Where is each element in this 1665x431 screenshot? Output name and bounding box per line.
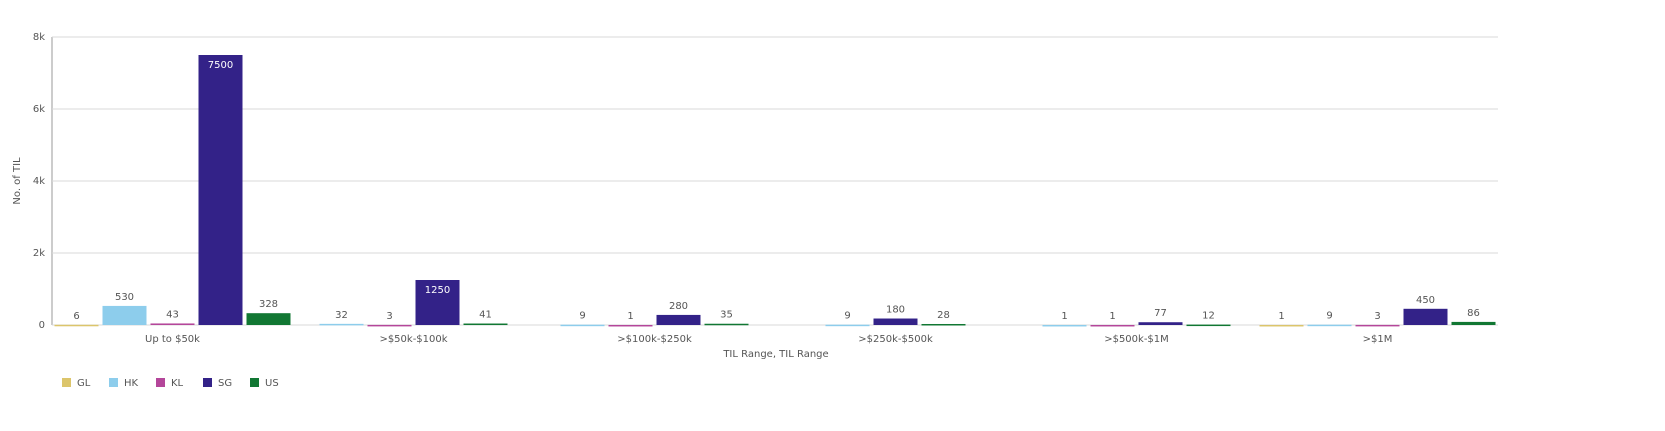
x-axis-label: TIL Range, TIL Range [722,349,828,360]
legend-swatch [203,378,212,387]
bar [1403,308,1448,325]
bar [560,324,605,327]
bar [102,305,147,325]
legend-label: US [265,378,279,389]
bar [415,280,460,325]
legend-label: KL [171,378,184,389]
bar [921,323,966,326]
legend-swatch [62,378,71,387]
bar [1186,324,1231,327]
bar [1042,324,1087,327]
data-label: 3 [386,311,392,322]
x-tick-label: >$100k-$250k [617,334,692,345]
legend-label: GL [77,378,91,389]
bar [246,313,291,325]
data-label: 1 [1061,311,1067,322]
data-label: 7500 [208,60,233,71]
legend-label: HK [124,378,139,389]
bar [463,323,508,326]
bar [704,323,749,326]
data-label: 77 [1154,308,1167,319]
legend-swatch [250,378,259,387]
bar [656,314,701,325]
x-tick-label: >$500k-$1M [1104,334,1169,345]
data-label: 12 [1202,311,1215,322]
data-label: 43 [166,309,179,320]
data-label: 450 [1416,295,1435,306]
data-label: 1 [1278,311,1284,322]
data-label: 1 [627,311,633,322]
bar [150,323,195,325]
bar [198,55,243,325]
bar [1090,324,1135,327]
data-label: 9 [1326,311,1332,322]
data-label: 28 [937,310,950,321]
data-label: 180 [886,305,905,316]
bar [54,324,99,327]
data-label: 32 [335,310,348,321]
data-label: 41 [479,310,492,321]
bar [873,318,918,325]
data-label: 35 [720,310,733,321]
y-tick-label: 4k [33,176,45,187]
bar [1451,321,1496,325]
x-tick-label: >$250k-$500k [858,334,933,345]
y-tick-label: 6k [33,104,45,115]
bar [825,324,870,327]
data-label: 6 [73,311,79,322]
x-tick-label: >$1M [1363,334,1393,345]
data-label: 280 [669,301,688,312]
x-tick-label: >$50k-$100k [379,334,447,345]
y-tick-label: 0 [39,320,45,331]
data-label: 328 [259,299,278,310]
bar [319,323,364,326]
data-label: 3 [1374,311,1380,322]
bar [608,324,653,327]
bar [1259,324,1304,327]
y-axis-label: No. of TIL [12,157,23,205]
bar [367,324,412,327]
legend-swatch [156,378,165,387]
data-label: 530 [115,292,134,303]
data-label: 9 [579,311,585,322]
x-tick-label: Up to $50k [145,334,200,345]
data-label: 86 [1467,308,1480,319]
bar [1307,324,1352,327]
data-label: 1250 [425,285,450,296]
legend-label: SG [218,378,232,389]
y-tick-label: 2k [33,248,45,259]
data-label: 9 [844,311,850,322]
bar [1355,324,1400,327]
data-label: 1 [1109,311,1115,322]
y-tick-label: 8k [33,32,45,43]
bar [1138,322,1183,325]
legend-swatch [109,378,118,387]
